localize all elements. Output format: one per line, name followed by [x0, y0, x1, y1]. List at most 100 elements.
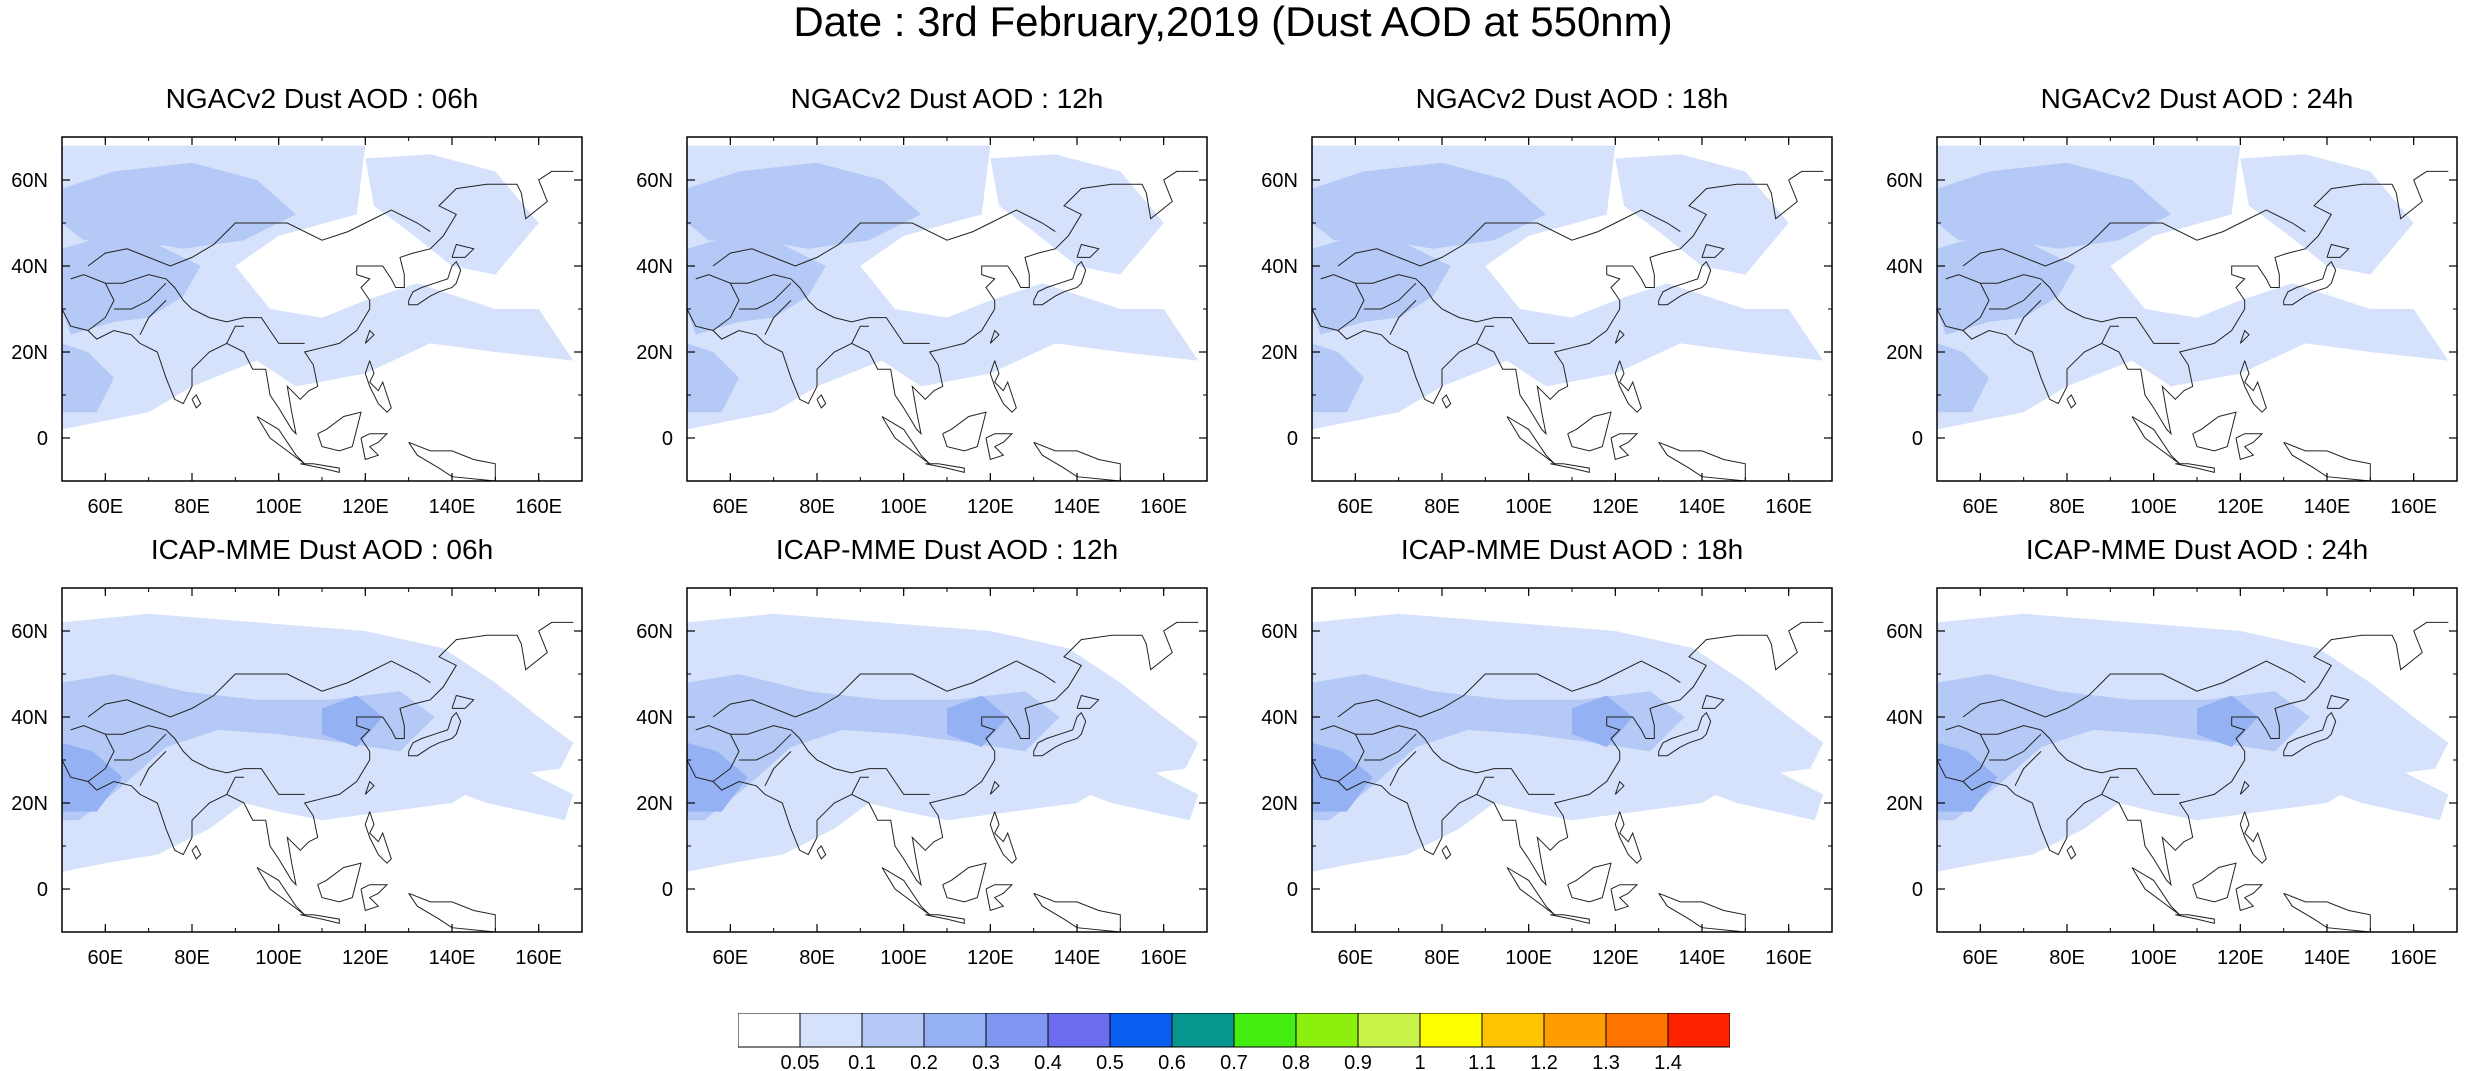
colorbar-swatch [1543, 1013, 1607, 1048]
lon-tick-label: 160E [1140, 496, 1187, 518]
coastline [2239, 329, 2250, 344]
coastline [364, 329, 375, 344]
coastline [1658, 441, 1746, 481]
lon-tick-label: 140E [429, 947, 476, 969]
colorbar-swatch [1419, 1013, 1483, 1048]
lon-tick-label: 100E [255, 947, 302, 969]
lat-tick-label: 40N [1886, 256, 1923, 278]
lon-tick-label: 100E [2130, 947, 2177, 969]
coastline [1506, 416, 1556, 465]
lon-tick-label: 140E [1054, 496, 1101, 518]
coastline [739, 282, 792, 310]
dust-shading [1937, 343, 1989, 413]
dust-shading [62, 162, 296, 249]
coastline [300, 914, 340, 925]
lon-tick-label: 60E [1338, 496, 1374, 518]
dust-shading [62, 343, 114, 413]
lat-tick-label: 0 [37, 428, 48, 450]
colorbar-label: 1.3 [1592, 1052, 1620, 1071]
map-panel-ngac-18: NGACv2 Dust AOD : 18h 60E 80E 100E 120E 140E 1… [1250, 84, 1890, 524]
coastline [764, 300, 792, 336]
coastline [408, 441, 496, 481]
coastline [2101, 325, 2119, 344]
dust-shading [1937, 742, 1998, 812]
lat-tick-label: 60N [11, 170, 48, 192]
coastline [1320, 725, 1365, 782]
coastline [1658, 711, 1712, 757]
dust-shading [947, 695, 1008, 748]
colorbar-swatch [1171, 1013, 1235, 1048]
lat-tick-label: 0 [1287, 879, 1298, 901]
coastline [105, 725, 305, 795]
coastline [62, 621, 574, 887]
lon-tick-label: 140E [1054, 947, 1101, 969]
lat-tick-label: 40N [11, 256, 48, 278]
lon-tick-label: 140E [2304, 947, 2351, 969]
coastline [730, 274, 930, 344]
lon-tick-label: 100E [2130, 496, 2177, 518]
dust-shading [62, 742, 123, 812]
coastline [764, 751, 792, 787]
coastline [317, 411, 362, 452]
colorbar-label: 0.9 [1344, 1052, 1372, 1071]
colorbar-label: 0.1 [848, 1052, 876, 1071]
lon-tick-label: 60E [88, 496, 124, 518]
coastline [408, 260, 462, 306]
dust-shading [687, 343, 739, 413]
coastline [2014, 751, 2042, 787]
colorbar-swatch [1667, 1013, 1730, 1048]
coastline [712, 660, 1056, 718]
coastline [1355, 274, 1555, 344]
coastline [1945, 725, 1990, 782]
coastline [851, 776, 869, 795]
map-panel-icap-12: ICAP-MME Dust AOD : 12h 60E 80E 100E 120E 140… [625, 535, 1265, 975]
coastline [1567, 862, 1612, 903]
map-plot: 60E 80E 100E 120E 140E 160E 0 20N 40N 60N [1886, 136, 2458, 518]
lat-tick-label: 60N [636, 621, 673, 643]
coastline [2326, 243, 2350, 258]
dust-shading [687, 613, 1199, 872]
lon-tick-label: 160E [2390, 947, 2437, 969]
dust-shading [2197, 695, 2258, 748]
coastline [739, 733, 792, 761]
coastline [985, 433, 1014, 461]
dust-shading [1937, 235, 2076, 335]
lon-tick-label: 140E [1679, 947, 1726, 969]
colorbar-swatch [861, 1013, 925, 1048]
coastline [1320, 274, 1365, 331]
coastline [687, 621, 1199, 887]
coastline [1550, 914, 1590, 925]
lat-tick-label: 20N [636, 793, 673, 815]
coastline [1550, 463, 1590, 474]
coastline [451, 243, 475, 258]
coastline [881, 416, 931, 465]
lon-tick-label: 120E [1592, 947, 1639, 969]
coastline [1701, 243, 1725, 258]
coastline [256, 867, 306, 916]
coastline [70, 725, 115, 782]
coastline [1441, 845, 1452, 860]
dust-shading [687, 162, 921, 249]
lon-tick-label: 80E [174, 496, 210, 518]
coastline [114, 733, 167, 761]
coastline [2066, 845, 2077, 860]
colorbar-swatch [985, 1013, 1049, 1048]
lon-tick-label: 120E [967, 496, 1014, 518]
lon-tick-label: 160E [515, 496, 562, 518]
lon-tick-label: 100E [1505, 947, 1552, 969]
lon-tick-label: 120E [2217, 947, 2264, 969]
dust-shading [408, 725, 574, 821]
lat-tick-label: 40N [1886, 707, 1923, 729]
coastline [1980, 274, 2180, 344]
coastline [1962, 660, 2306, 718]
colorbar-swatch [1109, 1013, 1173, 1048]
map-plot: 60E 80E 100E 120E 140E 160E 0 20N 40N 60N [11, 587, 583, 969]
map-plot: 60E 80E 100E 120E 140E 160E 0 20N 40N 60N [1886, 587, 2458, 969]
coastline [2239, 811, 2267, 864]
lat-tick-label: 60N [1261, 170, 1298, 192]
coastline [1076, 694, 1100, 709]
coastline [139, 300, 167, 336]
dust-shading [1658, 725, 1824, 821]
lon-tick-label: 60E [1963, 496, 1999, 518]
coastline [2235, 884, 2264, 912]
